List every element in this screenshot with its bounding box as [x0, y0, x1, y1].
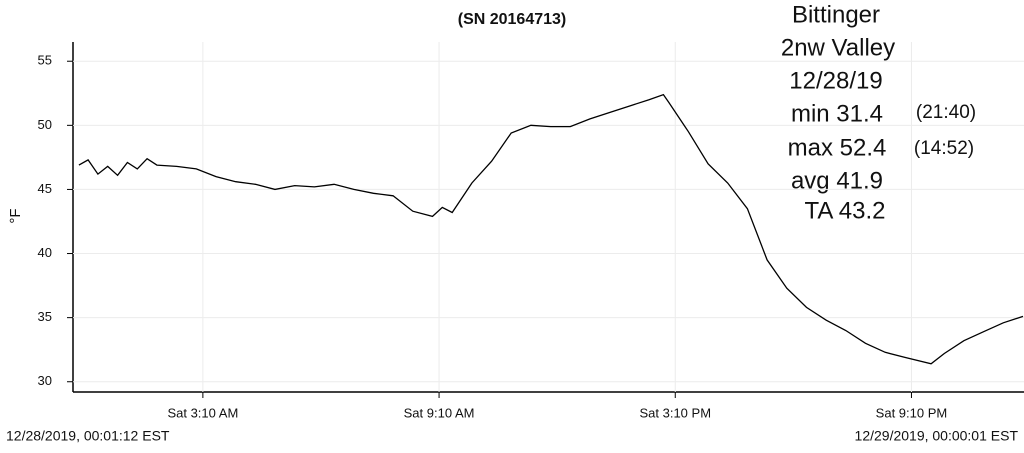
y-tick-label: 40: [38, 245, 52, 260]
y-axis-label: °F: [7, 208, 24, 223]
annotation: avg 41.9: [791, 167, 883, 194]
end-label: 12/29/2019, 00:00:01 EST: [855, 428, 1019, 444]
x-tick-label: Sat 9:10 PM: [876, 405, 948, 420]
chart-title: (SN 20164713): [458, 11, 567, 28]
y-tick-label: 35: [38, 309, 52, 324]
x-tick-label: Sat 9:10 AM: [404, 405, 475, 420]
annotation: min 31.4: [791, 100, 883, 127]
annotation: 12/28/19: [789, 67, 882, 94]
temperature-line: [78, 93, 1024, 365]
start-label: 12/28/2019, 00:01:12 EST: [6, 428, 170, 444]
x-tick-label: Sat 3:10 AM: [167, 405, 238, 420]
annotation: 2nw Valley: [781, 34, 895, 61]
y-tick-label: 30: [38, 373, 52, 388]
y-tick-label: 45: [38, 181, 52, 196]
annotation: (14:52): [914, 138, 974, 159]
annotation: (21:40): [916, 102, 976, 123]
x-tick-label: Sat 3:10 PM: [639, 405, 711, 420]
y-tick-label: 50: [38, 117, 52, 132]
annotation: Bittinger: [792, 1, 880, 28]
annotation: TA 43.2: [805, 197, 886, 224]
annotation: max 52.4: [788, 134, 887, 161]
y-tick-label: 55: [38, 53, 52, 68]
